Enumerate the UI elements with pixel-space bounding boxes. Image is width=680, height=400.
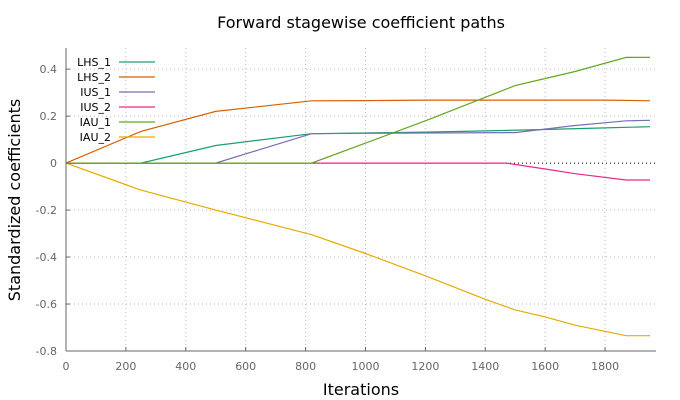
y-axis-ticks: -0.8 -0.6 -0.4 -0.2 0 0.2 0.4: [36, 63, 70, 358]
x-tick-label: 0: [63, 360, 70, 373]
x-tick-label: 1800: [591, 360, 619, 373]
y-tick-label: 0.2: [40, 110, 58, 123]
y-tick-label: -0.2: [36, 204, 57, 217]
x-tick-label: 400: [175, 360, 196, 373]
series-lines: [65, 56, 651, 337]
x-tick-label: 800: [295, 360, 316, 373]
x-tick-label: 1400: [471, 360, 499, 373]
legend-label-lhs_1: LHS_1: [77, 56, 111, 69]
chart-title: Forward stagewise coefficient paths: [217, 13, 505, 32]
x-tick-label: 200: [115, 360, 136, 373]
y-axis-label: Standardized coefficients: [5, 99, 24, 301]
x-tick-label: 600: [235, 360, 256, 373]
y-tick-label: -0.4: [36, 251, 57, 264]
y-tick-label: -0.6: [36, 298, 57, 311]
axes: [65, 48, 656, 352]
y-tick-label: 0: [50, 157, 57, 170]
series-line-ius_1: [66, 119, 651, 164]
legend-label-lhs_2: LHS_2: [77, 71, 111, 84]
legend: LHS_1 LHS_2 IUS_1 IUS_2 IAU_1 IAU_2: [77, 56, 155, 144]
legend-label-ius_1: IUS_1: [80, 86, 111, 99]
series-line-lhs_1: [66, 126, 651, 164]
series-line-lhs_2: [65, 99, 651, 164]
series-line-iau_2: [65, 162, 650, 337]
legend-label-ius_2: IUS_2: [80, 101, 111, 114]
y-tick-label: 0.4: [40, 63, 58, 76]
x-tick-label: 1000: [351, 360, 379, 373]
x-tick-label: 1600: [531, 360, 559, 373]
x-axis-label: Iterations: [323, 380, 399, 399]
series-line-ius_2: [66, 162, 650, 181]
legend-label-iau_2: IAU_2: [80, 131, 111, 144]
legend-label-iau_1: IAU_1: [80, 116, 111, 129]
y-tick-label: -0.8: [36, 345, 57, 358]
x-tick-label: 1200: [411, 360, 439, 373]
series-line-iau_1: [66, 56, 650, 164]
x-axis-ticks: 0 200 400 600 800 1000 1200 1400 1600 1800: [63, 347, 619, 373]
grid-lines: [66, 48, 656, 352]
